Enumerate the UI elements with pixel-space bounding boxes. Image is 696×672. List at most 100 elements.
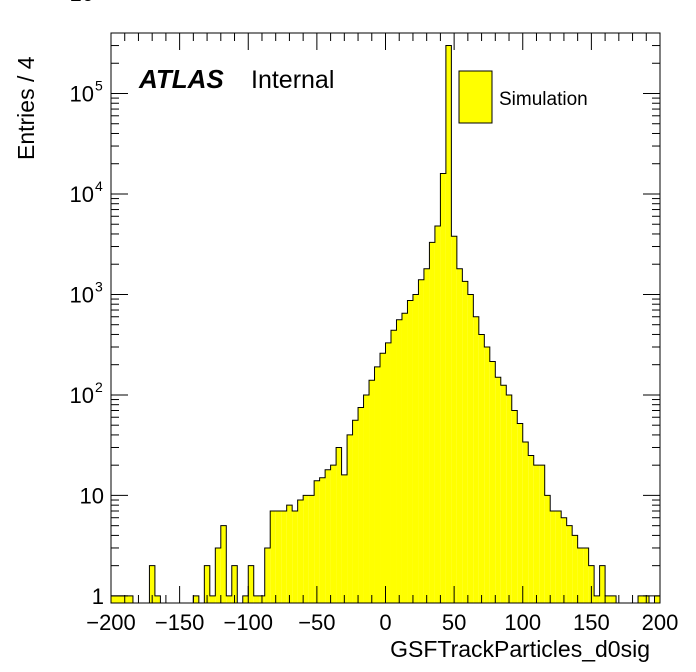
histogram-bar [572, 535, 578, 603]
histogram-bar [550, 510, 556, 603]
histogram-bar [297, 500, 304, 603]
histogram-bar [588, 565, 595, 603]
histogram-bar [544, 495, 551, 603]
x-axis-title: GSFTrackParticles_d0sig [390, 636, 650, 662]
x-tick-label: −50 [298, 610, 335, 635]
histogram-bar [610, 595, 617, 603]
histogram-bar [308, 495, 315, 603]
internal-label: Internal [251, 66, 334, 94]
histogram-bar [434, 226, 441, 603]
histogram-bar [380, 353, 386, 603]
histogram-bar [226, 595, 232, 603]
x-tick-label: −200 [86, 610, 136, 635]
histogram-bar [116, 595, 122, 603]
histogram-bar [111, 595, 117, 603]
histogram-bar [539, 465, 545, 603]
histogram-bar [374, 366, 381, 603]
x-tick-label: 200 [642, 610, 679, 635]
y-tick-label: 1 [92, 584, 104, 609]
histogram-bar [473, 316, 479, 603]
histogram-bar [193, 595, 199, 603]
histogram-bar [423, 268, 430, 603]
histogram-bar [583, 547, 589, 603]
histogram-bar [204, 565, 210, 603]
histogram-bar [363, 394, 370, 603]
y-tick-label: 10 [70, 0, 94, 6]
histogram-bar [281, 510, 287, 603]
histogram-bar [209, 595, 216, 603]
histogram-bar [330, 465, 337, 603]
histogram-bar [522, 442, 529, 603]
x-tick-label: 100 [504, 610, 541, 635]
histogram-bar [149, 565, 155, 603]
y-tick-exponent: 4 [95, 178, 103, 194]
x-tick-label: 150 [573, 610, 610, 635]
histogram-bar [286, 505, 293, 603]
histogram-bar [638, 595, 644, 603]
y-tick-exponent: 5 [95, 77, 103, 93]
histogram-bar [215, 547, 221, 603]
histogram-bar [242, 595, 249, 603]
y-tick-label: 10 [80, 483, 104, 508]
histogram-bar [385, 342, 391, 603]
y-tick-label: 10 [70, 383, 94, 408]
x-tick-label: 0 [379, 610, 391, 635]
histogram-bar [555, 510, 562, 603]
histogram-bar [440, 173, 446, 604]
histogram-bar [528, 455, 534, 603]
histogram-bar [347, 434, 353, 603]
histogram-bar [275, 510, 282, 603]
histogram-bar [154, 595, 161, 603]
histogram-bar [418, 279, 424, 603]
histogram-bar [303, 495, 309, 603]
y-tick-label: 10 [70, 182, 94, 207]
histogram-bar [599, 565, 606, 603]
histogram-bar [566, 525, 573, 603]
histogram-bar [489, 361, 496, 603]
histogram-bar [248, 565, 254, 603]
histogram-bar [506, 394, 512, 603]
histogram-bar [325, 469, 331, 603]
histogram-bar [451, 236, 457, 603]
histogram-outline [110, 45, 661, 604]
histogram-bar [445, 45, 452, 603]
histogram-bar [462, 281, 468, 603]
histogram-bar [533, 465, 540, 603]
histogram-bar [292, 510, 298, 603]
histogram-bars [110, 45, 661, 604]
histogram-bar [270, 510, 276, 603]
histogram-bar [456, 268, 463, 603]
histogram-bar [369, 380, 375, 603]
legend-swatch-simulation [458, 70, 493, 124]
histogram-bar [412, 294, 419, 603]
histogram-bar [517, 423, 523, 603]
histogram-bar [594, 595, 600, 603]
histogram-bar [429, 242, 435, 603]
histogram-bar [654, 595, 660, 603]
histogram-bar [407, 300, 413, 603]
y-axis: 110102103104105106 [70, 0, 660, 609]
x-tick-label: −150 [155, 610, 205, 635]
histogram-bar [484, 347, 490, 603]
histogram-bar [500, 385, 507, 603]
histogram-bar [220, 525, 227, 603]
legend: Simulation [458, 70, 588, 124]
x-tick-label: 50 [442, 610, 466, 635]
y-axis-title: Entries / 4 [13, 56, 39, 160]
histogram-bar [319, 477, 326, 603]
y-tick-exponent: 2 [95, 379, 103, 395]
histogram-bar [467, 294, 474, 603]
y-tick-exponent: 3 [95, 278, 103, 294]
histogram-bar [231, 565, 238, 603]
histogram-bar [577, 547, 584, 603]
histogram-bar [495, 377, 501, 603]
histogram-bar [314, 480, 320, 603]
histogram-bar [401, 313, 408, 603]
histogram-bar [336, 447, 342, 603]
histogram-bar [127, 595, 133, 603]
histogram-bar [561, 517, 567, 603]
x-tick-label: −100 [223, 610, 273, 635]
histogram-bar [605, 595, 611, 603]
histogram-bar [264, 547, 271, 603]
